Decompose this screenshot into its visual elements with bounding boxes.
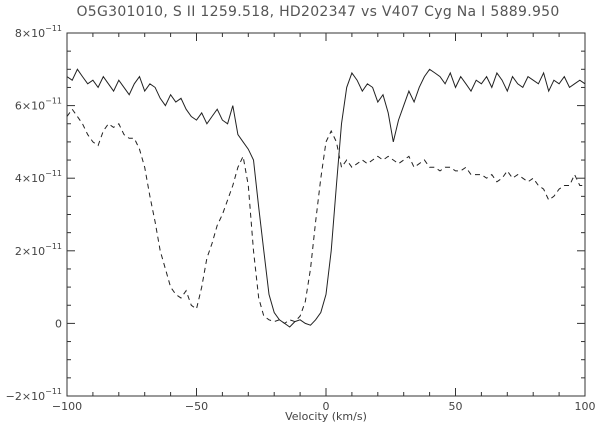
x-tick-label: 100 xyxy=(575,400,596,413)
y-tick-label: 4×10−11 xyxy=(15,169,62,185)
y-tick-label: 2×10−11 xyxy=(15,242,62,258)
tick-labels: −100 −50 0 50 100−2×10−1102×10−114×10−116×10… xyxy=(6,24,596,413)
y-tick-mantissa: 0 xyxy=(55,317,62,330)
y-tick-exponent: −11 xyxy=(45,242,62,251)
x-tick-label: −100 xyxy=(52,400,82,413)
x-tick-label: 50 xyxy=(449,400,463,413)
y-tick-mantissa: 6×10 xyxy=(15,100,45,113)
y-tick-mantissa: 8×10 xyxy=(15,27,45,40)
y-tick-exponent: −11 xyxy=(45,387,62,396)
chart-title: O5G301010, S II 1259.518, HD202347 vs V4… xyxy=(76,4,559,20)
x-axis-label: Velocity (km/s) xyxy=(285,410,367,423)
y-tick-exponent: −11 xyxy=(45,24,62,33)
series-solid-line xyxy=(66,68,586,328)
series-dashed-line xyxy=(66,108,585,325)
y-tick-label: 6×10−11 xyxy=(15,97,62,113)
plot-frame xyxy=(66,32,586,397)
series xyxy=(66,68,586,328)
y-tick-label: −2×10−11 xyxy=(6,387,62,403)
ticks xyxy=(66,32,586,397)
x-tick-label: −50 xyxy=(185,400,208,413)
y-tick-mantissa: −2×10 xyxy=(6,390,45,403)
y-tick-exponent: −11 xyxy=(45,169,62,178)
y-tick-exponent: −11 xyxy=(45,97,62,106)
y-tick-mantissa: 2×10 xyxy=(15,245,45,258)
y-tick-mantissa: 4×10 xyxy=(15,172,45,185)
y-tick-label: 0 xyxy=(55,317,62,330)
x-tick-label: 0 xyxy=(323,400,330,413)
y-tick-label: 8×10−11 xyxy=(15,24,62,40)
